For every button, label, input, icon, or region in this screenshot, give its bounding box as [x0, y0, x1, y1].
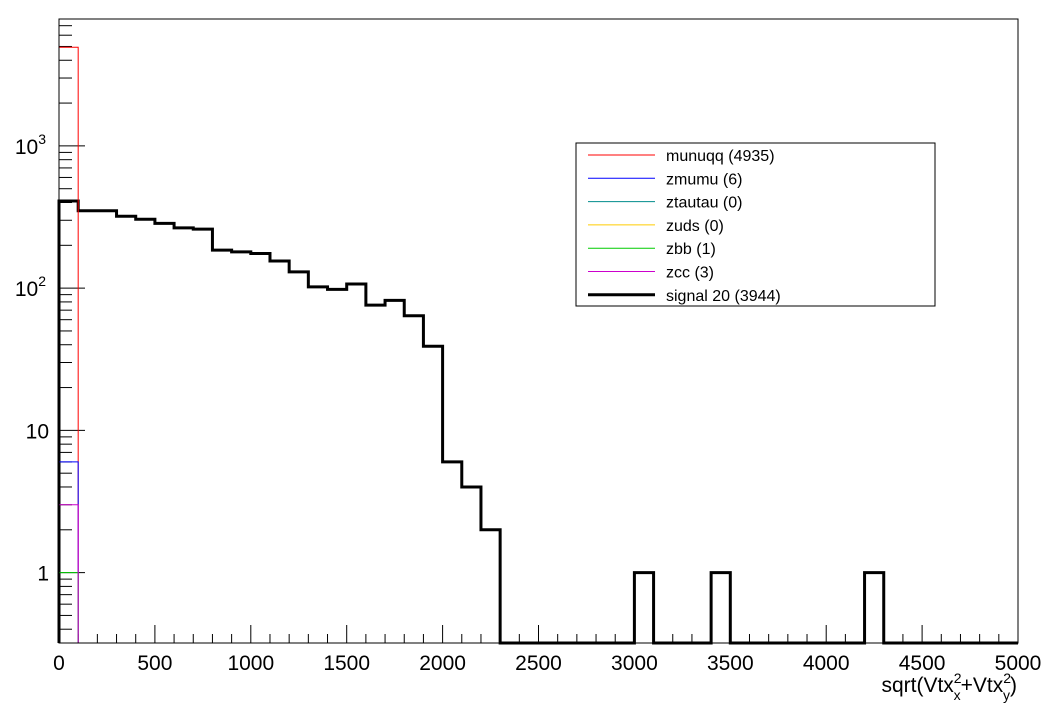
- y-tick-label: 103: [15, 131, 46, 159]
- x-axis-title-sub1: x: [954, 687, 961, 703]
- x-axis-title-mid: +Vtx: [961, 674, 1004, 697]
- y-tick-label: 1: [37, 563, 49, 586]
- x-tick-label: 1500: [323, 652, 370, 675]
- x-axis-title: sqrt(Vtx2 x+Vtx2 y): [881, 670, 1017, 703]
- legend-label: signal 20 (3944): [666, 288, 781, 305]
- x-axis-title-sup2: 2: [1003, 670, 1011, 686]
- legend-entries: munuqq (4935) zmumu (6) ztautau (0) zuds (0…: [588, 148, 781, 305]
- x-tick-label: 2500: [515, 652, 562, 675]
- x-tick-label: 0: [53, 652, 65, 675]
- x-tick-label: 2000: [419, 652, 466, 675]
- legend-label: munuqq (4935): [666, 148, 775, 165]
- x-tick-label: 3500: [707, 652, 754, 675]
- legend-label: zbb (1): [666, 241, 716, 258]
- plot-frame: [58, 18, 1019, 644]
- x-tick-labels: 0 500 1000 1500 2000 2500 3000 3500 4000 4500 5000: [53, 652, 1041, 675]
- legend-label: zmumu (6): [666, 171, 742, 188]
- x-tick-label: 5000: [995, 652, 1042, 675]
- x-tick-label: 500: [137, 652, 172, 675]
- legend-label: zuds (0): [666, 218, 724, 235]
- y-tick-label: 102: [15, 273, 46, 301]
- y-minor-ticks: [59, 25, 85, 630]
- x-tick-label: 1000: [227, 652, 274, 675]
- legend-label: zcc (3): [666, 265, 714, 282]
- x-axis-title-sup1: 2: [954, 670, 962, 686]
- x-axis-title-base: sqrt(Vtx: [881, 674, 954, 697]
- legend: munuqq (4935) zmumu (6) ztautau (0) zuds (0…: [575, 142, 936, 307]
- y-tick-labels: 1 10 102 103: [15, 131, 49, 586]
- x-tick-label: 4000: [803, 652, 850, 675]
- x-tick-label: 4500: [899, 652, 946, 675]
- y-tick-label: 10: [26, 420, 49, 443]
- x-axis-title-sub2: y: [1003, 687, 1010, 703]
- x-axis-title-close: ): [1010, 674, 1017, 697]
- x-tick-label: 3000: [611, 652, 658, 675]
- legend-label: ztautau (0): [666, 195, 742, 212]
